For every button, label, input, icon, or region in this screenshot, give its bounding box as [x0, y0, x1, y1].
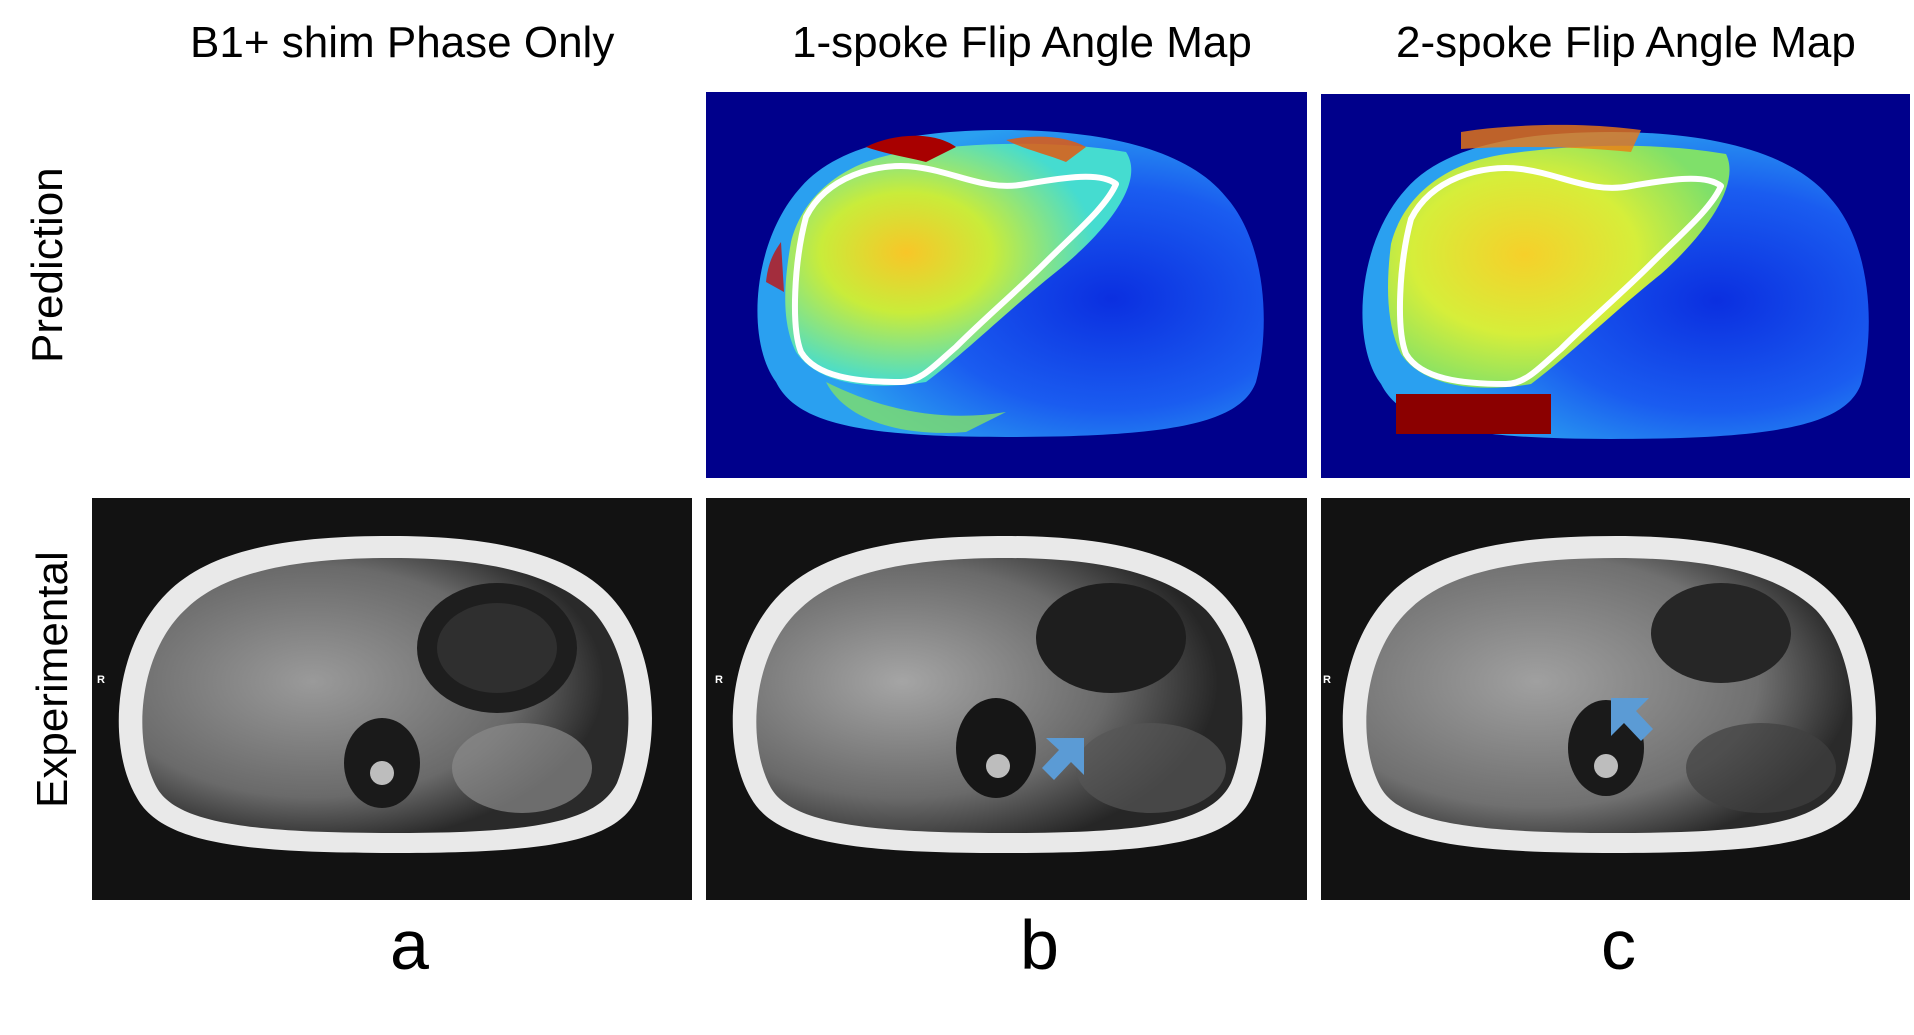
column-title-a: B1+ shim Phase Only	[190, 18, 615, 67]
column-letter-b: b	[1020, 906, 1059, 984]
experimental-mri-c: R	[1321, 498, 1910, 900]
experimental-mri-b: R	[706, 498, 1307, 900]
column-letter-c: c	[1601, 906, 1636, 984]
column-letter-a: a	[390, 906, 429, 984]
column-title-c: 2-spoke Flip Angle Map	[1396, 18, 1856, 67]
prediction-map-1spoke	[706, 92, 1307, 478]
row-label-prediction: Prediction	[23, 167, 72, 363]
experimental-mri-a: R	[92, 498, 692, 900]
column-title-b: 1-spoke Flip Angle Map	[792, 18, 1252, 67]
prediction-map-2spoke	[1321, 94, 1910, 478]
arrow-icon	[1611, 698, 1653, 741]
orientation-marker: R	[1323, 674, 1331, 686]
row-label-experimental: Experimental	[28, 551, 77, 808]
orientation-marker: R	[715, 674, 723, 686]
orientation-marker: R	[97, 674, 105, 686]
arrow-icon	[1042, 738, 1084, 780]
